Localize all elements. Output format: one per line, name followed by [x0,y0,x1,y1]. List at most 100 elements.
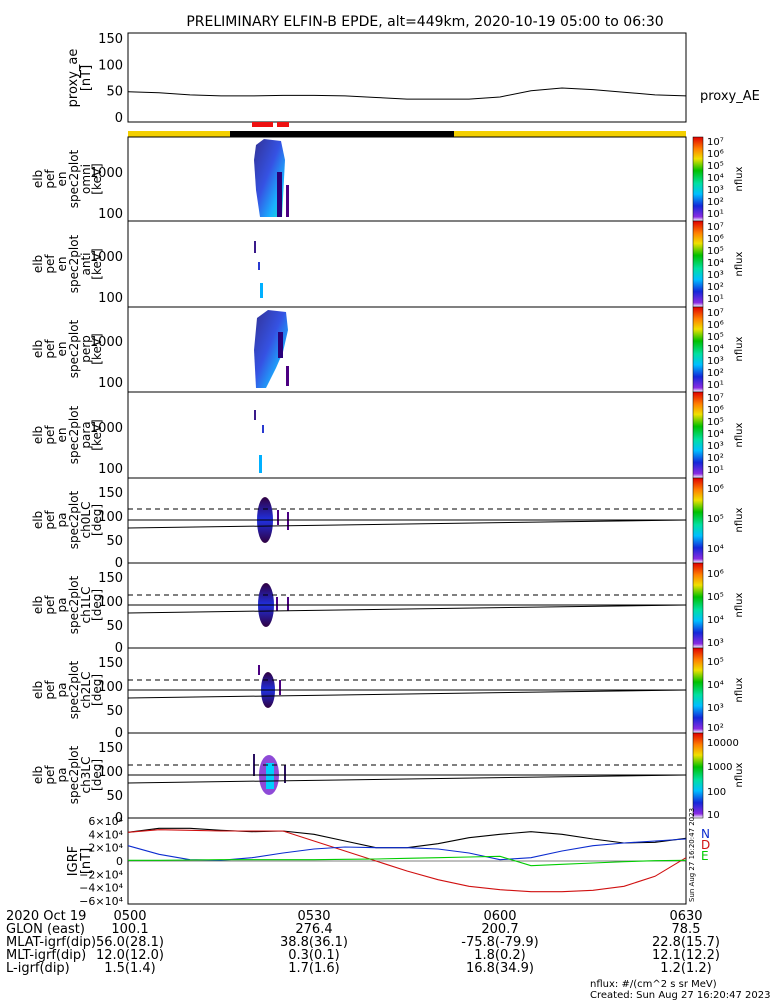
ch0-ylabel-0: elb [31,511,45,529]
footer-value: 16.8(34.9) [466,961,534,976]
ch3-burst-detail [284,765,286,783]
perp-cb-tick: 10² [707,368,724,379]
proxy-ae-ytick: 150 [98,32,123,47]
ch2-colorbar: 10⁵ 10⁴ 10³ 10² nflux [692,647,745,734]
ch0-colorbar: 10⁶ 10⁵ 10⁴ nflux [692,477,745,564]
anti-ylabel-1: pef [43,254,57,274]
para-burst [262,425,264,433]
para-cb-tick: 10² [707,453,724,464]
ch1-cb-tick: 10⁶ [707,569,724,580]
footer-label-mlt: MLT-igrf(dip) [6,948,86,963]
ch0-cb-tick: 10⁶ [707,484,724,495]
anti-burst [260,283,263,298]
anti-cb-tick: 10⁴ [707,258,724,269]
ch2-colorbar-bar [692,647,704,734]
para-cb-tick: 10⁷ [707,393,724,404]
ch0-ylabel: elb pef pa spec2plot ch0LC [deg] [31,490,104,549]
footer-value: 0.3(0.1) [288,948,340,963]
ch3-cb-tick: 10 [707,810,720,821]
figure-title: PRELIMINARY ELFIN-B EPDE, alt=449km, 202… [186,14,663,30]
perp-ylabel: elb pef en spec2plot perp [keV] [31,319,104,378]
ch3-ytick: 50 [106,789,123,804]
eclipse-bar-sunlit-1 [128,131,230,137]
ch3-cb-tick: 1000 [707,762,732,773]
ch0-ytick: 150 [98,486,123,501]
ch3-colorbar: 10000 1000 100 10 nflux [692,732,745,821]
para-ytick-100: 100 [98,462,123,477]
energy-panel-omni: 1000 100 elb pef en spec2plot omni [keV]… [31,136,745,222]
ch2-solid-line [127,689,687,699]
para-burst [259,455,262,473]
proxy-ae-ylabel-1: [nT] [79,65,94,91]
perp-colorbar: 10⁷ 10⁶ 10⁵ 10⁴ 10³ 10² 10¹ nflux [692,306,745,393]
pitch-panel-ch1: 150 100 50 0 elb pef pa spec2plot ch1LC … [31,562,745,656]
omni-ylabel-3: spec2plot [67,149,81,208]
ch0-ylabel-3: spec2plot [67,490,81,549]
footer-annotations: 2020 Oct 19 0500 0530 0600 0630 GLON (ea… [6,909,770,1000]
ch3-ytick: 0 [115,811,123,826]
footer-value: 1.2(1.2) [660,961,712,976]
ch3-ylabel-2: pa [55,768,69,783]
footer-value: 1.8(0.2) [474,948,526,963]
para-ylabel-2: en [55,428,69,443]
ch0-cb-label: nflux [734,507,745,532]
anti-colorbar-bar [692,220,704,308]
perp-burst-detail [278,332,283,358]
perp-ytick-100: 100 [98,376,123,391]
para-ylabel-1: pef [43,425,57,445]
para-frame [127,391,687,479]
ch3-cb-tick: 100 [707,787,726,798]
ch1-ylabel-0: elb [31,596,45,614]
ch1-ytick: 0 [115,641,123,656]
footer-value: 0600 [483,909,516,924]
ch3-ylabel-4: ch3LC [79,757,93,794]
para-colorbar-bar [692,391,704,479]
perp-cb-tick: 10⁷ [707,308,724,319]
ch2-ytick: 100 [98,680,123,695]
igrf-ytick: 2×10⁴ [88,842,123,855]
ch2-ytick: 0 [115,726,123,741]
ch2-cb-tick: 10⁵ [707,657,724,668]
para-ylabel-4: para [79,421,93,448]
footer-value: 1.7(1.6) [288,961,340,976]
anti-burst [258,262,260,270]
para-colorbar: 10⁷ 10⁶ 10⁵ 10⁴ 10³ 10² 10¹ nflux [692,391,745,479]
perp-ylabel-0: elb [31,340,45,358]
footer-value: 56.0(28.1) [96,935,164,950]
science-zone-marker-1 [252,122,273,127]
ch2-ytick: 50 [106,704,123,719]
ch1-colorbar: 10⁶ 10⁵ 10⁴ 10³ nflux [692,562,745,649]
omni-ylabel-5: [keV] [90,163,104,194]
ch1-cb-tick: 10⁵ [707,592,724,603]
anti-ylabel-3: spec2plot [67,234,81,293]
energy-panel-anti: 1000 100 elb pef en spec2plot anti [keV]… [31,220,745,308]
ch3-cb-label: nflux [734,762,745,787]
igrf-ytick: −6×10⁴ [79,895,123,908]
anti-ylabel-0: elb [31,255,45,273]
proxy-ae-ylabel-0: proxy_ae [66,49,81,108]
perp-burst [254,310,288,388]
footer-value: 200.7 [481,922,518,937]
ch0-ylabel-2: pa [55,513,69,528]
ch0-ytick: 100 [98,510,123,525]
eclipse-bar-sunlit-2 [454,131,686,137]
omni-frame [127,136,687,222]
energy-panel-perp: 1000 100 elb pef en spec2plot perp [keV]… [31,306,745,393]
footer-value: -75.8(-79.9) [461,935,538,950]
omni-ylabel-1: pef [43,169,57,189]
ch2-ylabel-3: spec2plot [67,660,81,719]
perp-cb-tick: 10¹ [707,380,724,391]
proxy-ae-line [127,87,687,100]
ch2-ylabel-0: elb [31,681,45,699]
ch1-ylabel: elb pef pa spec2plot ch1LC [deg] [31,575,104,634]
footer-value: 100.1 [111,922,148,937]
footer-value: 0530 [297,909,330,924]
ch3-solid-line [127,774,687,784]
footer-value: 0500 [113,909,146,924]
perp-colorbar-bar [692,306,704,393]
ch3-ylabel-5: [deg] [90,759,104,791]
igrf-legend-e: E [701,849,709,863]
perp-ytick-1000: 1000 [90,335,123,350]
